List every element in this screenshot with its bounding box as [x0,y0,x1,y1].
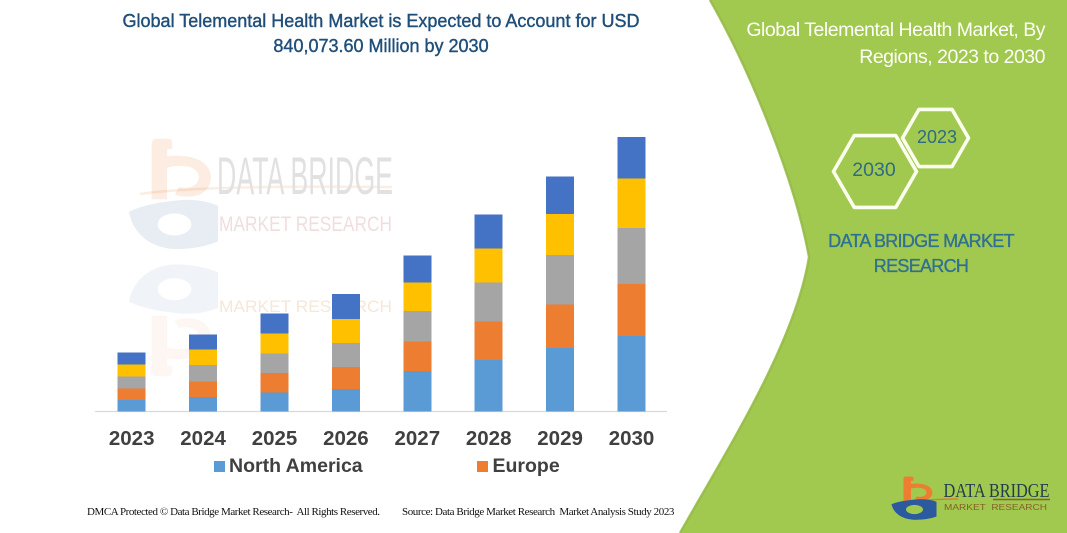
svg-text:MARKET RESEARCH: MARKET RESEARCH [219,297,392,316]
svg-text:DATA BRIDGE: DATA BRIDGE [944,480,1050,502]
svg-text:MARKET RESEARCH: MARKET RESEARCH [944,502,1047,512]
svg-text:DATA BRIDGE: DATA BRIDGE [217,147,393,206]
svg-text:MARKET RESEARCH: MARKET RESEARCH [219,213,392,236]
